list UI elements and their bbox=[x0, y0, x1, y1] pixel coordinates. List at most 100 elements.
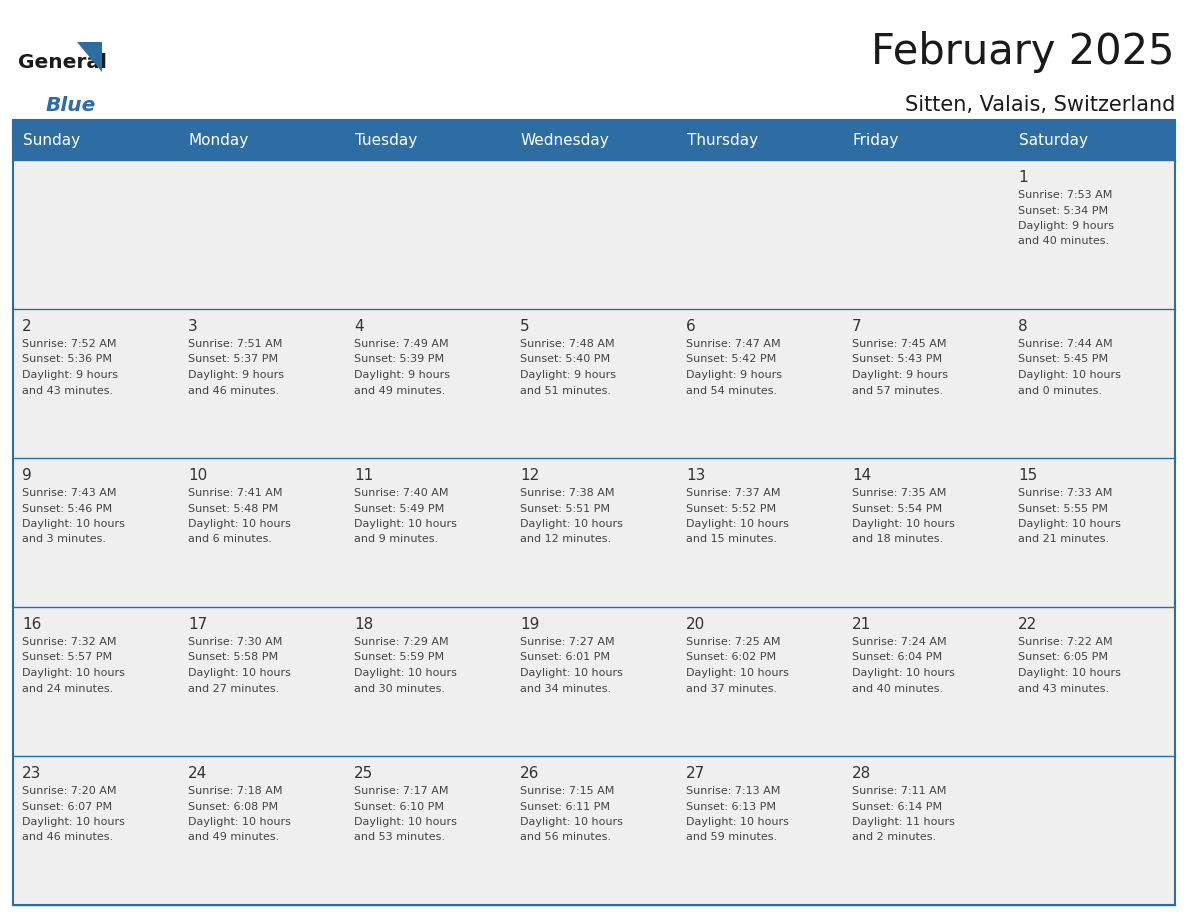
Text: Sunrise: 7:41 AM: Sunrise: 7:41 AM bbox=[188, 488, 283, 498]
Text: Sunset: 5:36 PM: Sunset: 5:36 PM bbox=[23, 354, 112, 364]
Text: and 43 minutes.: and 43 minutes. bbox=[1018, 684, 1110, 693]
Text: Sunrise: 7:33 AM: Sunrise: 7:33 AM bbox=[1018, 488, 1112, 498]
Text: Daylight: 9 hours: Daylight: 9 hours bbox=[685, 370, 782, 380]
Text: and 49 minutes.: and 49 minutes. bbox=[354, 386, 446, 396]
Bar bbox=[1009, 309, 1175, 458]
Text: 22: 22 bbox=[1018, 617, 1037, 632]
Polygon shape bbox=[77, 42, 102, 72]
Text: 4: 4 bbox=[354, 319, 364, 334]
Text: 28: 28 bbox=[852, 766, 871, 781]
Text: Sunrise: 7:18 AM: Sunrise: 7:18 AM bbox=[188, 786, 283, 796]
Text: 6: 6 bbox=[685, 319, 696, 334]
Text: Sunday: Sunday bbox=[23, 132, 80, 148]
Text: Daylight: 9 hours: Daylight: 9 hours bbox=[520, 370, 617, 380]
Text: and 46 minutes.: and 46 minutes. bbox=[23, 833, 113, 843]
Text: and 15 minutes.: and 15 minutes. bbox=[685, 534, 777, 544]
Bar bbox=[345, 160, 511, 309]
Bar bbox=[179, 160, 345, 309]
Text: Monday: Monday bbox=[189, 132, 249, 148]
Bar bbox=[843, 458, 1009, 607]
Bar bbox=[179, 756, 345, 905]
Bar bbox=[511, 160, 677, 309]
Text: Sunset: 5:54 PM: Sunset: 5:54 PM bbox=[852, 503, 942, 513]
Text: Sunset: 5:39 PM: Sunset: 5:39 PM bbox=[354, 354, 444, 364]
Text: Sunrise: 7:13 AM: Sunrise: 7:13 AM bbox=[685, 786, 781, 796]
Text: 12: 12 bbox=[520, 468, 539, 483]
Text: Sunrise: 7:49 AM: Sunrise: 7:49 AM bbox=[354, 339, 449, 349]
Bar bbox=[13, 160, 179, 309]
Bar bbox=[13, 309, 179, 458]
Text: Saturday: Saturday bbox=[1019, 132, 1088, 148]
Bar bbox=[13, 120, 1175, 905]
Text: 27: 27 bbox=[685, 766, 706, 781]
Bar bbox=[677, 756, 843, 905]
Bar bbox=[843, 309, 1009, 458]
Bar bbox=[677, 458, 843, 607]
Text: 11: 11 bbox=[354, 468, 373, 483]
Text: Blue: Blue bbox=[46, 96, 96, 115]
Bar bbox=[1009, 160, 1175, 309]
Text: Sunset: 6:01 PM: Sunset: 6:01 PM bbox=[520, 653, 609, 663]
Bar bbox=[345, 309, 511, 458]
Text: Sunset: 5:34 PM: Sunset: 5:34 PM bbox=[1018, 206, 1108, 216]
Text: Sunrise: 7:29 AM: Sunrise: 7:29 AM bbox=[354, 637, 449, 647]
Text: Daylight: 10 hours: Daylight: 10 hours bbox=[1018, 668, 1120, 678]
Bar bbox=[13, 120, 179, 160]
Text: Daylight: 9 hours: Daylight: 9 hours bbox=[188, 370, 284, 380]
Text: Sunset: 6:07 PM: Sunset: 6:07 PM bbox=[23, 801, 112, 812]
Text: and 40 minutes.: and 40 minutes. bbox=[852, 684, 943, 693]
Text: 23: 23 bbox=[23, 766, 42, 781]
Bar bbox=[511, 120, 677, 160]
Text: Daylight: 10 hours: Daylight: 10 hours bbox=[685, 817, 789, 827]
Bar bbox=[345, 607, 511, 756]
Text: February 2025: February 2025 bbox=[872, 31, 1175, 73]
Bar bbox=[179, 120, 345, 160]
Bar bbox=[843, 120, 1009, 160]
Text: 24: 24 bbox=[188, 766, 207, 781]
Text: Sunset: 5:58 PM: Sunset: 5:58 PM bbox=[188, 653, 278, 663]
Text: Sunset: 5:40 PM: Sunset: 5:40 PM bbox=[520, 354, 611, 364]
Text: Sunrise: 7:20 AM: Sunrise: 7:20 AM bbox=[23, 786, 116, 796]
Text: Sunset: 6:08 PM: Sunset: 6:08 PM bbox=[188, 801, 278, 812]
Text: Sunrise: 7:51 AM: Sunrise: 7:51 AM bbox=[188, 339, 283, 349]
Text: 25: 25 bbox=[354, 766, 373, 781]
Text: and 51 minutes.: and 51 minutes. bbox=[520, 386, 611, 396]
Text: Sunrise: 7:48 AM: Sunrise: 7:48 AM bbox=[520, 339, 614, 349]
Text: 20: 20 bbox=[685, 617, 706, 632]
Text: Daylight: 10 hours: Daylight: 10 hours bbox=[354, 519, 457, 529]
Text: Daylight: 10 hours: Daylight: 10 hours bbox=[520, 668, 623, 678]
Text: Sunrise: 7:24 AM: Sunrise: 7:24 AM bbox=[852, 637, 947, 647]
Text: and 21 minutes.: and 21 minutes. bbox=[1018, 534, 1110, 544]
Text: Daylight: 9 hours: Daylight: 9 hours bbox=[23, 370, 118, 380]
Text: Sunrise: 7:37 AM: Sunrise: 7:37 AM bbox=[685, 488, 781, 498]
Text: Daylight: 10 hours: Daylight: 10 hours bbox=[520, 519, 623, 529]
Text: 5: 5 bbox=[520, 319, 530, 334]
Bar bbox=[1009, 756, 1175, 905]
Bar bbox=[1009, 120, 1175, 160]
Text: Sunrise: 7:27 AM: Sunrise: 7:27 AM bbox=[520, 637, 614, 647]
Bar bbox=[677, 120, 843, 160]
Text: Daylight: 9 hours: Daylight: 9 hours bbox=[1018, 221, 1114, 231]
Text: 26: 26 bbox=[520, 766, 539, 781]
Bar bbox=[511, 756, 677, 905]
Text: Sunset: 6:04 PM: Sunset: 6:04 PM bbox=[852, 653, 942, 663]
Bar bbox=[345, 458, 511, 607]
Text: Sunset: 5:49 PM: Sunset: 5:49 PM bbox=[354, 503, 444, 513]
Text: Sunrise: 7:32 AM: Sunrise: 7:32 AM bbox=[23, 637, 116, 647]
Text: and 56 minutes.: and 56 minutes. bbox=[520, 833, 611, 843]
Text: and 18 minutes.: and 18 minutes. bbox=[852, 534, 943, 544]
Text: Sunset: 5:48 PM: Sunset: 5:48 PM bbox=[188, 503, 278, 513]
Bar bbox=[345, 120, 511, 160]
Text: Daylight: 10 hours: Daylight: 10 hours bbox=[23, 519, 125, 529]
Text: 9: 9 bbox=[23, 468, 32, 483]
Text: Daylight: 10 hours: Daylight: 10 hours bbox=[354, 668, 457, 678]
Text: and 0 minutes.: and 0 minutes. bbox=[1018, 386, 1102, 396]
Text: Daylight: 10 hours: Daylight: 10 hours bbox=[1018, 519, 1120, 529]
Text: Daylight: 10 hours: Daylight: 10 hours bbox=[354, 817, 457, 827]
Text: Daylight: 10 hours: Daylight: 10 hours bbox=[685, 668, 789, 678]
Bar bbox=[179, 607, 345, 756]
Text: and 2 minutes.: and 2 minutes. bbox=[852, 833, 936, 843]
Text: Sunset: 5:42 PM: Sunset: 5:42 PM bbox=[685, 354, 776, 364]
Text: and 43 minutes.: and 43 minutes. bbox=[23, 386, 113, 396]
Text: 19: 19 bbox=[520, 617, 539, 632]
